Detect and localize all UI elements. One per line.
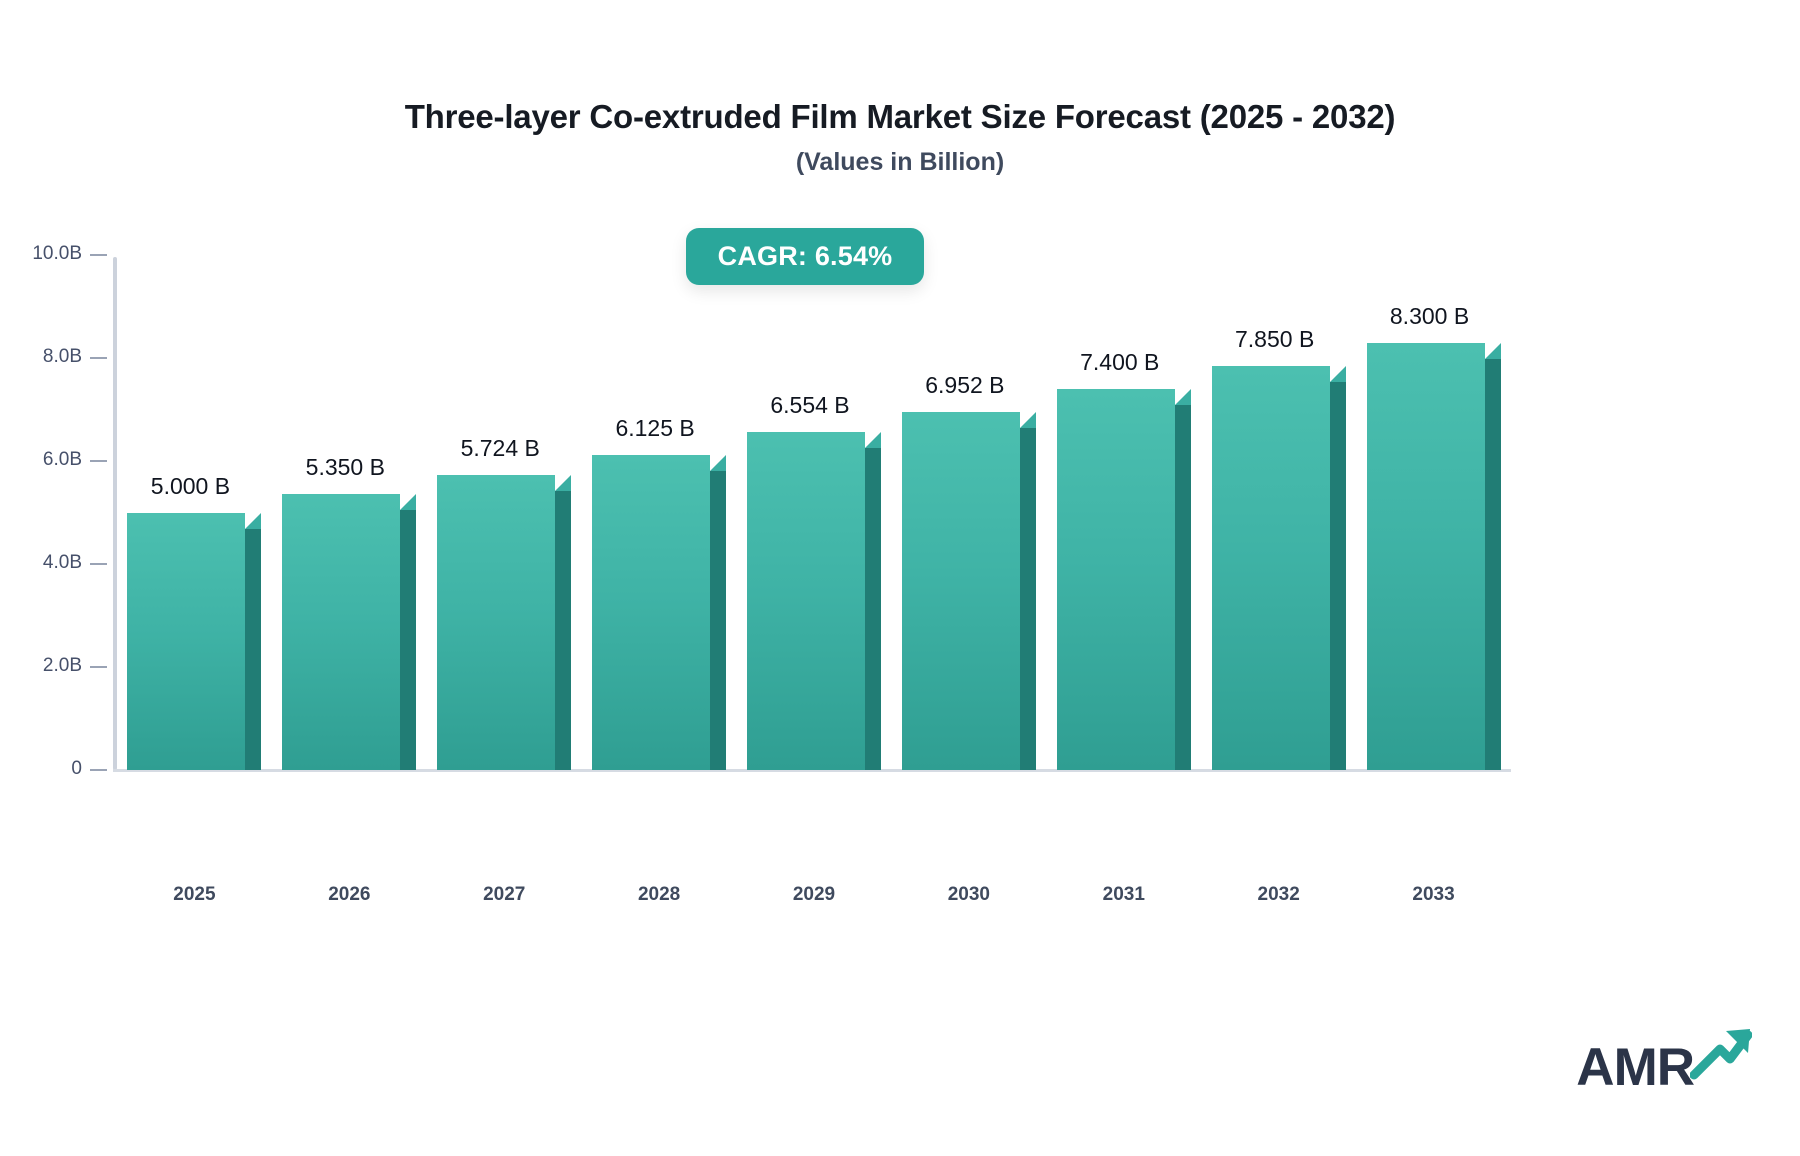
bar-top-face bbox=[1484, 342, 1501, 359]
bar-top-face bbox=[865, 432, 881, 449]
bar-top-face bbox=[1174, 388, 1191, 405]
bar-front-face bbox=[1211, 365, 1330, 770]
bar-top-face bbox=[1329, 365, 1346, 382]
bar-front-face bbox=[282, 494, 401, 770]
y-axis-tick-label: 8.0B bbox=[42, 346, 82, 367]
chart-subtitle: (Values in Billion) bbox=[795, 148, 1005, 176]
bar[interactable] bbox=[282, 494, 417, 770]
x-axis-tick-label: 2031 bbox=[1102, 884, 1145, 905]
y-axis-tick-mark bbox=[90, 563, 107, 565]
bar-front-face bbox=[127, 512, 246, 770]
bar-side-face bbox=[1329, 381, 1346, 770]
y-axis-tick-mark bbox=[90, 769, 107, 771]
cagr-badge: CAGR: 6.54% bbox=[686, 228, 924, 285]
bar-value-label: 5.000 B bbox=[150, 472, 231, 499]
bar-side-face bbox=[400, 510, 417, 770]
y-axis-tick-label: 4.0B bbox=[42, 552, 82, 573]
bar-top-face bbox=[710, 454, 727, 471]
bar[interactable] bbox=[901, 411, 1036, 770]
y-axis-tick-label: 10.0B bbox=[32, 243, 82, 264]
bar-front-face bbox=[901, 411, 1020, 770]
y-axis-tick-label: 6.0B bbox=[42, 449, 82, 470]
bar-value-label: 7.400 B bbox=[1080, 348, 1160, 375]
x-axis-tick-label: 2029 bbox=[792, 884, 836, 905]
bar-front-face bbox=[1366, 342, 1485, 770]
bar[interactable] bbox=[592, 454, 727, 770]
bar-value-label: 6.125 B bbox=[615, 414, 695, 441]
bar[interactable] bbox=[1366, 342, 1501, 770]
amr-logo-text: AMR bbox=[1576, 1038, 1695, 1097]
bar-value-label: 7.850 B bbox=[1235, 325, 1315, 352]
x-axis-tick-label: 2030 bbox=[947, 884, 991, 905]
bar[interactable] bbox=[437, 475, 572, 770]
bar-front-face bbox=[437, 475, 556, 770]
y-axis-line bbox=[113, 257, 117, 770]
bar-front-face bbox=[592, 454, 711, 770]
bar-value-label: 6.952 B bbox=[925, 371, 1005, 398]
bar-side-face bbox=[245, 528, 262, 770]
bar-side-face bbox=[1484, 358, 1501, 770]
bar[interactable] bbox=[127, 512, 262, 770]
bar-value-label: 5.724 B bbox=[460, 435, 540, 462]
bar[interactable] bbox=[1056, 388, 1191, 770]
bar-side-face bbox=[1174, 404, 1191, 770]
x-axis-tick-label: 2033 bbox=[1412, 884, 1455, 905]
bar-side-face bbox=[710, 470, 727, 770]
x-axis-tick-label: 2025 bbox=[173, 884, 216, 905]
y-axis-tick-mark bbox=[90, 357, 107, 359]
bar-top-face bbox=[555, 475, 572, 492]
bar-top-face bbox=[1019, 411, 1036, 428]
bar-side-face bbox=[555, 491, 572, 770]
x-axis-line bbox=[113, 769, 1511, 772]
bar-front-face bbox=[747, 432, 865, 770]
bar[interactable] bbox=[747, 432, 881, 770]
x-axis-tick-label: 2026 bbox=[328, 884, 371, 905]
bar-top-face bbox=[400, 494, 417, 511]
page-title: Three-layer Co-extruded Film Market Size… bbox=[404, 98, 1396, 135]
y-axis-tick-label: 0 bbox=[71, 758, 82, 779]
y-axis-tick-mark bbox=[90, 666, 107, 668]
bar-top-face bbox=[245, 512, 262, 529]
bar-side-face bbox=[865, 448, 881, 770]
x-axis-tick-label: 2032 bbox=[1257, 884, 1300, 905]
y-axis-tick-label: 2.0B bbox=[42, 655, 82, 676]
x-axis-tick-label: 2027 bbox=[483, 884, 526, 905]
bar-value-label: 8.300 B bbox=[1389, 302, 1470, 329]
bar-value-label: 5.350 B bbox=[305, 454, 385, 481]
bar-value-label: 6.554 B bbox=[770, 392, 850, 419]
trend-up-arrow-icon bbox=[1689, 1025, 1753, 1086]
y-axis-tick-mark bbox=[90, 460, 107, 462]
amr-logo: AMR bbox=[1576, 1025, 1753, 1097]
x-axis-tick-label: 2028 bbox=[637, 884, 681, 905]
bar-side-face bbox=[1019, 427, 1036, 770]
bar[interactable] bbox=[1211, 365, 1346, 770]
y-axis-tick-mark bbox=[90, 254, 107, 256]
bar-front-face bbox=[1056, 388, 1175, 770]
